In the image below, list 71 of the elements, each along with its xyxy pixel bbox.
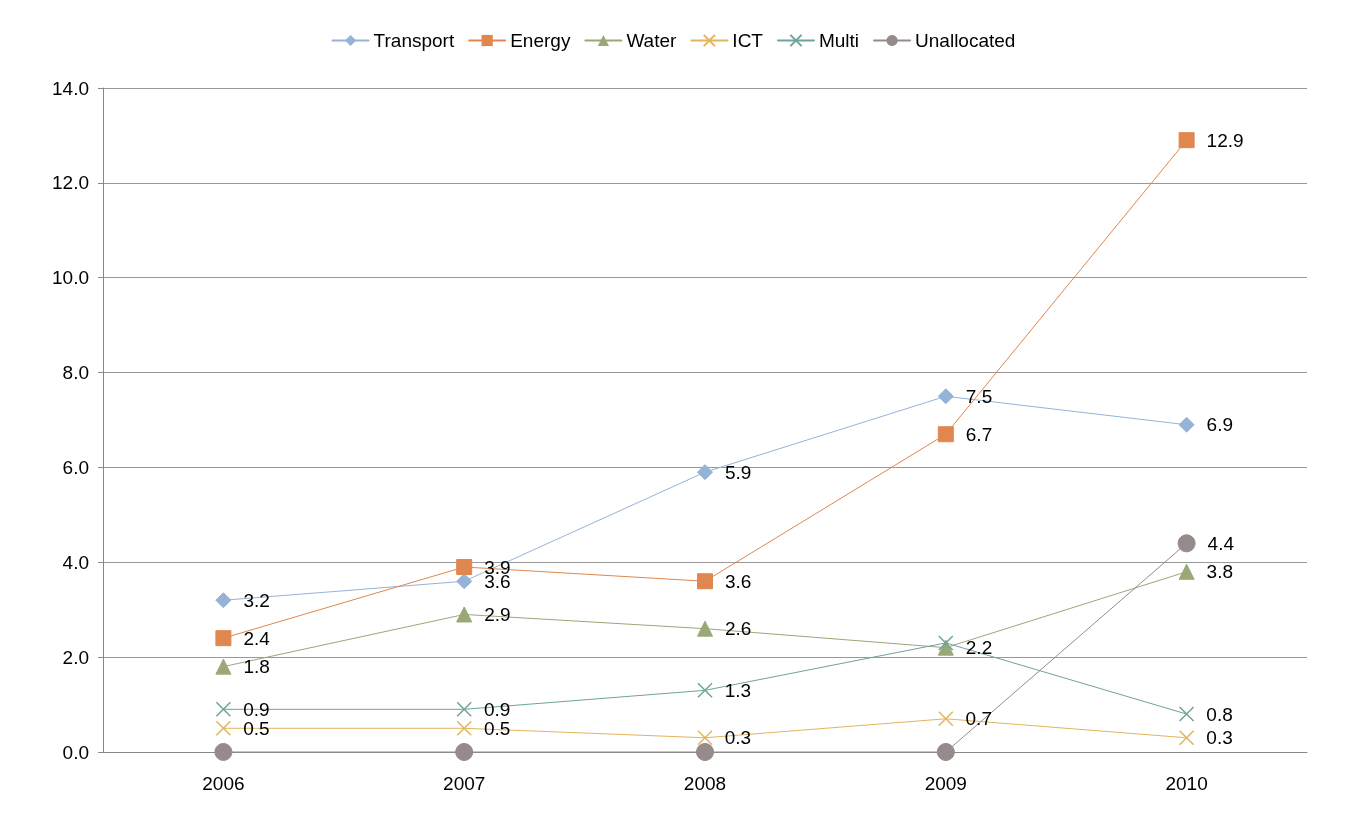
point	[1178, 132, 1195, 149]
point	[938, 711, 954, 727]
point	[697, 730, 713, 746]
x-tick-label: 2010	[1165, 773, 1208, 794]
data-label: 0.5	[483, 717, 511, 739]
x-tick-label: 2006	[202, 773, 245, 794]
y-tick-label: 14.0	[52, 77, 89, 99]
point	[215, 658, 232, 675]
point	[938, 635, 954, 651]
point	[214, 743, 233, 761]
data-label: 0.3	[724, 727, 752, 749]
data-label: 0.3	[1206, 727, 1233, 749]
point	[215, 592, 232, 609]
x-tick-label: 2007	[443, 773, 486, 794]
point	[456, 720, 472, 737]
point	[215, 701, 232, 718]
y-tick-label: 8.0	[62, 362, 89, 384]
point	[697, 464, 713, 481]
y-tick-label: 2.0	[62, 646, 89, 668]
data-label: 3.2	[243, 589, 270, 611]
x-tick-label: 2008	[683, 773, 727, 794]
data-label: 0.5	[243, 717, 270, 739]
point	[1178, 730, 1195, 746]
point	[455, 743, 474, 761]
data-label: 3.6	[725, 570, 752, 592]
point	[456, 701, 472, 718]
y-tick-label: 0.0	[62, 741, 89, 763]
y-tick-label: 10.0	[52, 267, 89, 289]
data-label: 6.7	[965, 423, 993, 445]
legend-label: Transport	[373, 30, 455, 51]
x-tick-label: 2009	[924, 773, 967, 794]
legend-label: Multi	[818, 30, 860, 51]
point	[696, 743, 714, 761]
data-label: 0.9	[243, 698, 270, 720]
data-label: 1.8	[243, 656, 270, 678]
y-tick-label: 12.0	[52, 172, 89, 194]
legend-label: ICT	[732, 30, 764, 51]
point	[937, 426, 954, 443]
point	[456, 606, 473, 623]
point	[937, 388, 954, 405]
y-tick-label: 6.0	[62, 456, 89, 478]
data-label: 2.6	[725, 618, 752, 640]
data-label: 2.9	[484, 603, 511, 625]
legend-label: Energy	[510, 30, 571, 51]
point	[456, 573, 473, 590]
data-label: 1.3	[724, 679, 752, 701]
point	[1178, 563, 1195, 580]
point	[215, 630, 232, 647]
legend-label: Unallocated	[915, 30, 1016, 51]
data-label: 3.8	[1206, 561, 1234, 583]
point	[1177, 534, 1196, 553]
y-tick-label: 4.0	[62, 551, 89, 573]
data-label: 6.9	[1206, 414, 1234, 436]
point	[697, 573, 713, 590]
data-label: 5.9	[725, 461, 752, 483]
point	[456, 559, 473, 576]
data-label: 4.4	[1207, 532, 1235, 554]
data-label: 2.2	[965, 637, 993, 659]
point	[697, 682, 713, 699]
data-label: 7.5	[965, 385, 993, 407]
point	[697, 620, 713, 637]
data-label: 0.9	[483, 698, 511, 720]
point	[1178, 706, 1195, 722]
point	[936, 743, 955, 761]
point	[1178, 416, 1195, 433]
data-label: 0.7	[965, 708, 992, 730]
point	[215, 720, 232, 737]
legend-label: Water	[626, 30, 678, 51]
data-label: 0.8	[1206, 703, 1233, 725]
data-label: 2.4	[243, 627, 271, 649]
data-label: 12.9	[1206, 129, 1244, 151]
